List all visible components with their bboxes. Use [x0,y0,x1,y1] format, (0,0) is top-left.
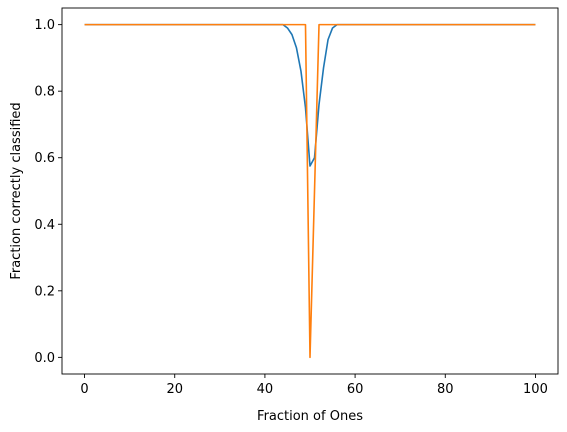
y-tick-label: 0.8 [34,85,55,100]
series-2-line [84,23,536,359]
y-tick-label: 0.6 [34,151,55,166]
y-tick-label: 0.4 [34,218,55,233]
x-tick-label: 80 [437,382,454,397]
x-axis-ticks: 0 20 40 60 80 100 [80,374,548,397]
x-axis-label: Fraction of Ones [257,409,363,424]
y-tick-label: 0.2 [34,284,55,299]
series-layer [84,23,536,359]
x-tick-label: 100 [523,382,548,397]
x-tick-label: 0 [80,382,88,397]
x-tick-label: 20 [166,382,183,397]
y-axis-label: Fraction correctly classified [9,102,24,279]
y-tick-label: 0.0 [34,351,55,366]
x-tick-label: 60 [347,382,364,397]
y-tick-label: 1.0 [34,18,55,33]
x-tick-label: 40 [257,382,274,397]
series-1-line [84,23,536,167]
y-axis-ticks: 0.0 0.2 0.4 0.6 0.8 1.0 [34,18,62,366]
